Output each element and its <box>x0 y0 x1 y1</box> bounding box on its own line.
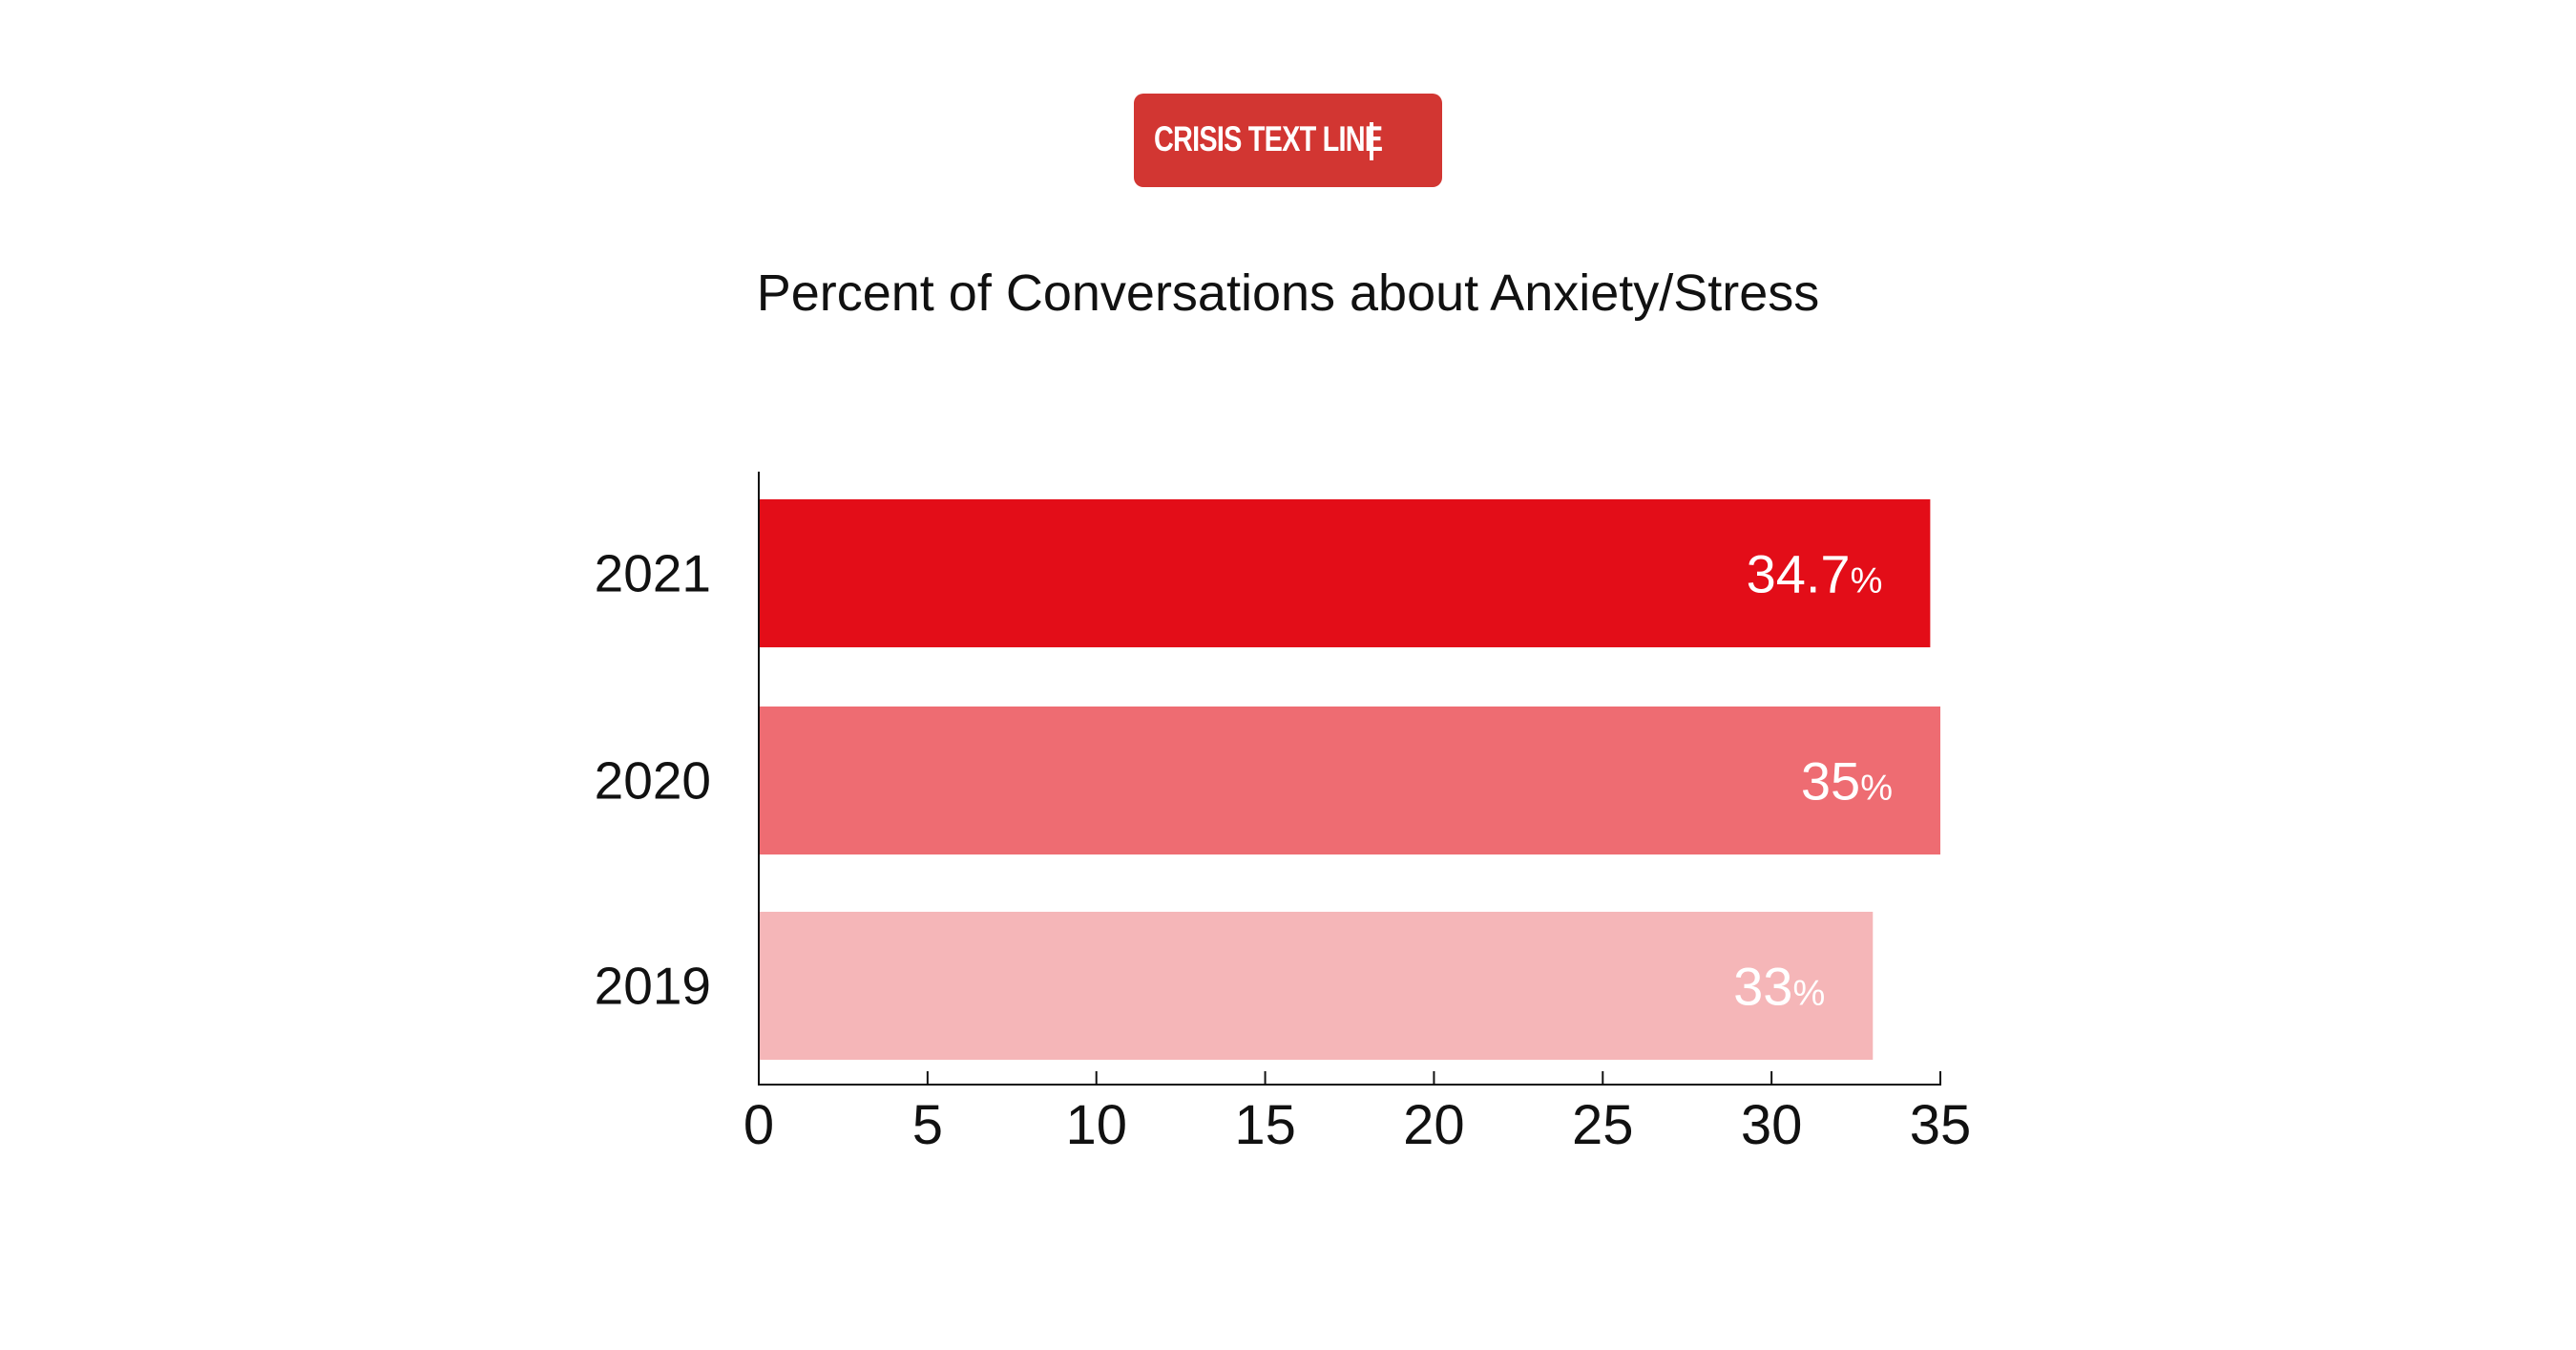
x-tick-label: 30 <box>1741 1094 1803 1156</box>
x-tick-label: 15 <box>1234 1094 1296 1156</box>
bar-2020 <box>759 707 1940 854</box>
x-tick-label: 10 <box>1065 1094 1127 1156</box>
data-label: 34.7% <box>1747 544 1883 604</box>
bar-2021 <box>759 499 1931 647</box>
y-tick-label: 2019 <box>595 957 711 1016</box>
data-label: 35% <box>1801 751 1893 812</box>
crisis-text-line-logo: CRISIS TEXT LINE <box>1134 94 1442 187</box>
data-label: 33% <box>1733 957 1825 1017</box>
y-tick-label: 2021 <box>595 544 711 603</box>
chart-title: Percent of Conversations about Anxiety/S… <box>756 264 1820 322</box>
x-tick-label: 25 <box>1572 1094 1634 1156</box>
x-tick-label: 20 <box>1403 1094 1465 1156</box>
x-tick-label: 0 <box>743 1094 774 1156</box>
bar-2019 <box>759 912 1874 1060</box>
x-tick-label: 35 <box>1910 1094 1972 1156</box>
y-tick-label: 2020 <box>595 751 711 811</box>
x-tick-label: 5 <box>912 1094 943 1156</box>
logo-text: CRISIS TEXT LINE <box>1154 119 1383 158</box>
logo-cursor-bar <box>1370 122 1373 160</box>
